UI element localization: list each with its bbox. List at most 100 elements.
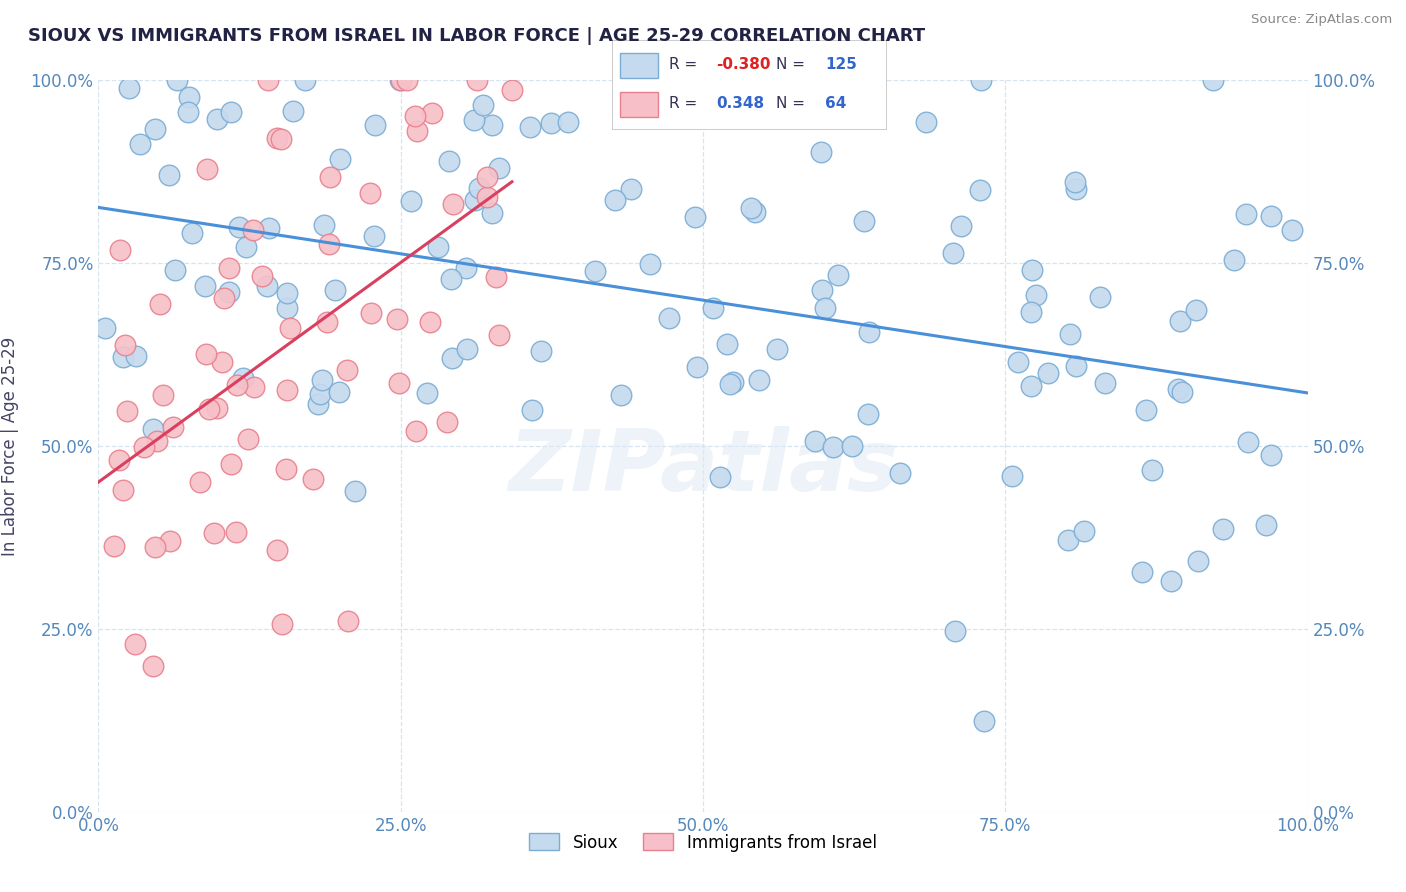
Point bbox=[312, 219, 335, 233]
Point bbox=[440, 351, 463, 365]
Point bbox=[1185, 302, 1208, 317]
Point bbox=[152, 388, 174, 402]
Point bbox=[889, 466, 911, 480]
Point bbox=[821, 440, 844, 454]
Point bbox=[149, 297, 172, 311]
Point bbox=[481, 206, 503, 220]
Point bbox=[1021, 263, 1043, 277]
Point bbox=[856, 407, 879, 421]
Point bbox=[207, 401, 229, 415]
Point bbox=[1167, 382, 1189, 396]
Point bbox=[309, 386, 332, 401]
Point bbox=[177, 90, 200, 104]
Point bbox=[1170, 314, 1192, 328]
Point bbox=[94, 321, 117, 335]
Point bbox=[1057, 533, 1080, 547]
Point bbox=[744, 205, 766, 219]
Point bbox=[162, 420, 184, 434]
Point bbox=[685, 211, 707, 225]
Point bbox=[427, 240, 450, 254]
Point bbox=[638, 257, 661, 271]
Text: 0.348: 0.348 bbox=[716, 96, 763, 111]
Point bbox=[1059, 327, 1081, 342]
Point bbox=[1160, 574, 1182, 589]
Point bbox=[1234, 207, 1257, 221]
Point bbox=[1064, 359, 1087, 373]
Point bbox=[142, 659, 165, 673]
Point bbox=[125, 350, 148, 364]
Point bbox=[441, 196, 464, 211]
Point bbox=[242, 379, 264, 393]
Point bbox=[145, 540, 167, 554]
Point bbox=[271, 616, 294, 631]
Point bbox=[146, 434, 169, 449]
Point bbox=[1073, 524, 1095, 538]
Point bbox=[142, 421, 165, 435]
Point bbox=[1094, 376, 1116, 391]
Point bbox=[1187, 553, 1209, 567]
Point bbox=[1036, 366, 1059, 380]
Point bbox=[477, 190, 499, 204]
Point bbox=[205, 112, 228, 126]
Point bbox=[1140, 463, 1163, 477]
Point bbox=[471, 97, 494, 112]
Point bbox=[1007, 355, 1029, 369]
Point bbox=[197, 162, 219, 177]
Point bbox=[609, 388, 631, 402]
Point bbox=[311, 373, 333, 387]
Point bbox=[969, 183, 991, 197]
Point bbox=[180, 226, 202, 240]
Point bbox=[219, 457, 242, 471]
Point bbox=[519, 120, 541, 135]
Point bbox=[748, 373, 770, 387]
Point bbox=[266, 543, 288, 558]
Point bbox=[942, 246, 965, 260]
Point bbox=[389, 73, 412, 87]
Point bbox=[236, 433, 259, 447]
Point bbox=[1202, 73, 1225, 87]
Point bbox=[1260, 210, 1282, 224]
Point bbox=[943, 624, 966, 639]
Point bbox=[1281, 223, 1303, 237]
Point bbox=[467, 181, 489, 195]
Point bbox=[325, 283, 347, 297]
Point bbox=[257, 73, 280, 87]
Point bbox=[202, 526, 225, 541]
Point bbox=[225, 377, 247, 392]
Point bbox=[583, 263, 606, 277]
Point bbox=[344, 484, 367, 499]
Point bbox=[283, 104, 305, 119]
Point bbox=[143, 122, 166, 136]
Point bbox=[419, 315, 441, 329]
Point bbox=[274, 462, 297, 476]
Point bbox=[488, 327, 510, 342]
Point bbox=[841, 439, 863, 453]
Text: ZIPatlas: ZIPatlas bbox=[508, 426, 898, 509]
Point bbox=[1212, 522, 1234, 536]
Point bbox=[129, 136, 152, 151]
Point bbox=[620, 182, 643, 196]
Point bbox=[276, 301, 298, 315]
Point bbox=[266, 131, 288, 145]
Point bbox=[388, 73, 411, 87]
Point bbox=[1237, 435, 1260, 450]
Point bbox=[811, 283, 834, 297]
Point bbox=[1260, 448, 1282, 462]
Text: Source: ZipAtlas.com: Source: ZipAtlas.com bbox=[1251, 13, 1392, 27]
Text: 125: 125 bbox=[825, 57, 858, 71]
Point bbox=[132, 441, 155, 455]
Point bbox=[232, 371, 254, 385]
Point bbox=[827, 268, 849, 282]
Point bbox=[108, 453, 131, 467]
Point bbox=[702, 301, 724, 315]
Text: N =: N = bbox=[776, 57, 806, 71]
Point bbox=[814, 301, 837, 316]
Point bbox=[437, 154, 460, 169]
Point bbox=[481, 118, 503, 132]
Point bbox=[810, 145, 832, 160]
Point bbox=[1171, 384, 1194, 399]
Point bbox=[456, 261, 478, 276]
Point bbox=[1064, 182, 1087, 196]
Point bbox=[485, 269, 508, 284]
Point bbox=[336, 363, 359, 377]
